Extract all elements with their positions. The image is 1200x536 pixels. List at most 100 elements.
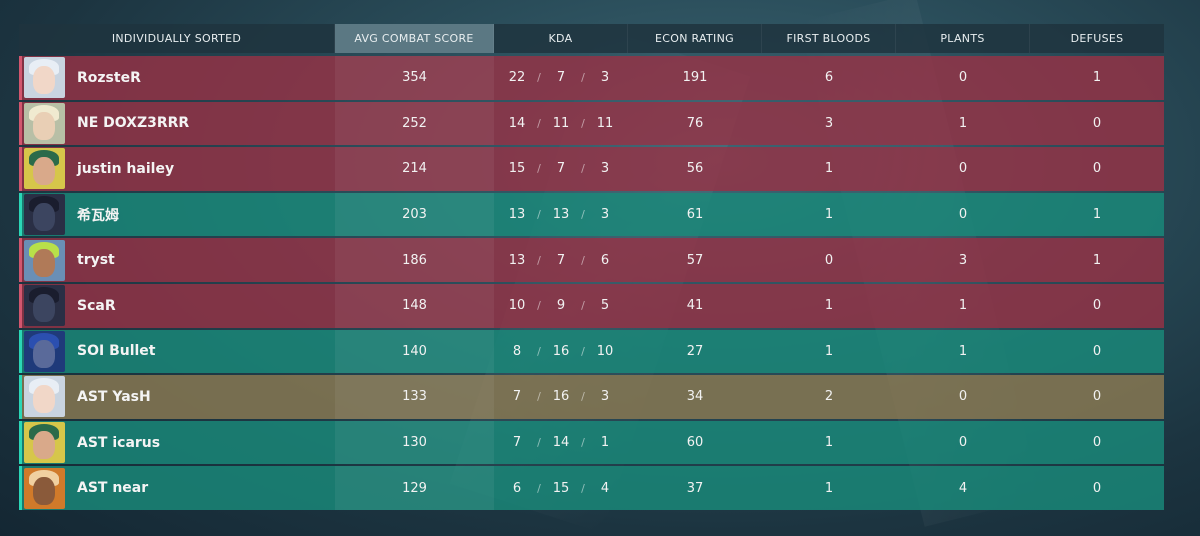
econ-value: 57 <box>686 252 704 268</box>
acs-column-highlight <box>335 101 494 146</box>
acs-column-highlight <box>335 238 494 282</box>
acs-value: 140 <box>402 343 427 359</box>
kda-separator: / <box>581 481 585 495</box>
econ-column-header[interactable]: ECON RATING <box>628 24 762 53</box>
kda-cell: 22 / 7 / 3 <box>494 56 628 100</box>
defuses-value: 0 <box>1092 480 1102 496</box>
kda-cell: 14 / 11 / 11 <box>494 102 628 146</box>
player-name: justin hailey <box>77 160 175 177</box>
acs-column-highlight <box>335 147 494 191</box>
deaths-value: 15 <box>552 480 570 496</box>
first-bloods-value: 1 <box>824 298 834 314</box>
player-row[interactable]: 希瓦姆 203 13 / 13 / 3 61 1 0 1 <box>19 192 1164 237</box>
first-bloods-value: 0 <box>824 252 834 268</box>
scoreboard: INDIVIDUALLY SORTED AVG COMBAT SCORE KDA… <box>19 24 1164 512</box>
kda-separator: / <box>537 208 541 222</box>
kda-separator: / <box>537 299 541 313</box>
assists-value: 1 <box>600 435 610 451</box>
kda-separator: / <box>581 253 585 267</box>
kills-value: 6 <box>512 480 522 496</box>
assists-value: 3 <box>600 207 610 223</box>
player-rows: RozsteR 354 22 / 7 / 3 191 6 0 1 NE DOXZ… <box>19 56 1164 512</box>
kda-separator: / <box>581 71 585 85</box>
phoenix-portrait-icon <box>24 467 65 509</box>
deaths-value: 16 <box>552 389 570 405</box>
plants-column-header[interactable]: PLANTS <box>896 24 1030 53</box>
kda-cell: 6 / 15 / 4 <box>494 466 628 510</box>
first-bloods-value: 1 <box>824 343 834 359</box>
player-cell: SOI Bullet <box>19 330 335 374</box>
deaths-value: 7 <box>556 252 566 268</box>
jett-portrait-icon <box>24 57 65 99</box>
kda-cell: 7 / 14 / 1 <box>494 421 628 465</box>
kda-separator: / <box>581 116 585 130</box>
omen-portrait-icon <box>24 285 65 327</box>
player-name: AST YasH <box>77 388 151 405</box>
defuses-value: 0 <box>1092 343 1102 359</box>
player-row[interactable]: AST icarus 130 7 / 14 / 1 60 1 0 0 <box>19 420 1164 465</box>
deaths-value: 9 <box>556 298 566 314</box>
assists-value: 10 <box>596 343 614 359</box>
team-accent-bar <box>19 283 22 328</box>
deaths-value: 7 <box>556 70 566 86</box>
defuses-value: 0 <box>1092 389 1102 405</box>
kills-value: 13 <box>508 207 526 223</box>
sort-mode-header[interactable]: INDIVIDUALLY SORTED <box>19 24 335 53</box>
acs-column-highlight <box>335 56 494 100</box>
plants-value: 4 <box>958 480 968 496</box>
team-accent-bar <box>19 147 22 191</box>
first-bloods-value: 1 <box>824 207 834 223</box>
defuses-column-header[interactable]: DEFUSES <box>1030 24 1164 53</box>
team-accent-bar <box>19 101 22 146</box>
acs-value: 148 <box>402 298 427 314</box>
assists-value: 11 <box>596 115 614 131</box>
player-cell: ScaR <box>19 284 335 328</box>
kills-value: 10 <box>508 298 526 314</box>
kda-separator: / <box>537 162 541 176</box>
kda-cell: 13 / 13 / 3 <box>494 193 628 237</box>
kda-separator: / <box>537 344 541 358</box>
assists-value: 4 <box>600 480 610 496</box>
acs-column-header[interactable]: AVG COMBAT SCORE <box>335 24 494 53</box>
player-row[interactable]: tryst 186 13 / 7 / 6 57 0 3 1 <box>19 238 1164 282</box>
player-row[interactable]: SOI Bullet 140 8 / 16 / 10 27 1 1 0 <box>19 329 1164 374</box>
kda-separator: / <box>581 299 585 313</box>
team-accent-bar <box>19 192 22 237</box>
player-row[interactable]: AST YasH 133 7 / 16 / 3 34 2 0 0 <box>19 375 1164 419</box>
kills-value: 22 <box>508 70 526 86</box>
player-name: NE DOXZ3RRR <box>77 115 190 132</box>
kda-separator: / <box>581 208 585 222</box>
kda-separator: / <box>537 436 541 450</box>
player-row[interactable]: NE DOXZ3RRR 252 14 / 11 / 11 76 3 1 0 <box>19 101 1164 146</box>
kda-separator: / <box>581 344 585 358</box>
player-row[interactable]: RozsteR 354 22 / 7 / 3 191 6 0 1 <box>19 56 1164 100</box>
deaths-value: 16 <box>552 343 570 359</box>
econ-value: 56 <box>686 161 704 177</box>
econ-value: 60 <box>686 435 704 451</box>
econ-value: 61 <box>686 207 704 223</box>
kills-value: 13 <box>508 252 526 268</box>
first-bloods-value: 1 <box>824 435 834 451</box>
acs-column-highlight <box>335 420 494 465</box>
econ-value: 191 <box>682 70 708 86</box>
plants-value: 0 <box>958 389 968 405</box>
acs-value: 354 <box>402 70 427 86</box>
player-cell: AST YasH <box>19 375 335 419</box>
player-name: ScaR <box>77 297 116 314</box>
assists-value: 3 <box>600 161 610 177</box>
kda-column-header[interactable]: KDA <box>494 24 628 53</box>
player-cell: 希瓦姆 <box>19 193 335 237</box>
plants-value: 0 <box>958 207 968 223</box>
acs-value: 133 <box>402 389 427 405</box>
player-name: 希瓦姆 <box>77 207 119 224</box>
player-row[interactable]: justin hailey 214 15 / 7 / 3 56 1 0 0 <box>19 147 1164 191</box>
acs-value: 214 <box>402 161 427 177</box>
kda-separator: / <box>581 436 585 450</box>
acs-value: 186 <box>402 252 427 268</box>
first-bloods-column-header[interactable]: FIRST BLOODS <box>762 24 896 53</box>
acs-column-highlight <box>335 466 494 510</box>
player-row[interactable]: AST near 129 6 / 15 / 4 37 1 4 0 <box>19 466 1164 510</box>
omen-portrait-icon <box>24 194 65 236</box>
player-name: tryst <box>77 252 115 269</box>
player-row[interactable]: ScaR 148 10 / 9 / 5 41 1 1 0 <box>19 283 1164 328</box>
